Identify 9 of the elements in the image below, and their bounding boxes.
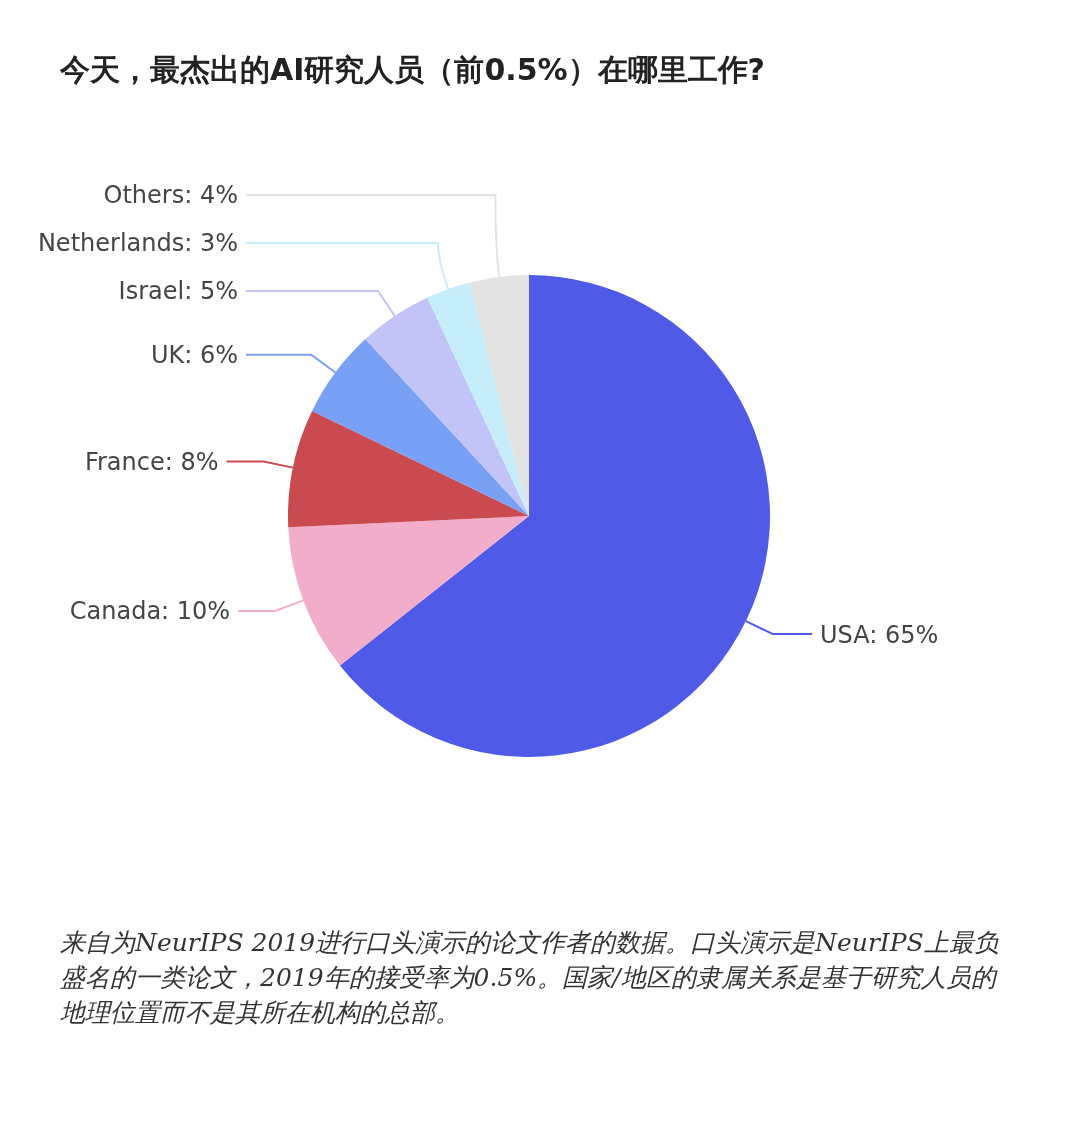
- slice-label: France: 8%: [84, 447, 219, 476]
- slice-label: USA: 65%: [820, 620, 939, 649]
- text: 来自为NeurIPS 2019进行口头演示的论文作者的数据。口头演示是NeurIPS上最负盛名的一类论文，2019年的接受率为0.5%。国家/地区的隶属关系是基于研究人员的地理位置而不是其所在机构的总部。: [60, 927, 1000, 1029]
- slice-label: Netherlands: 3%: [37, 229, 238, 258]
- chart-title: 今天，最杰出的AI研究人员（前0.5%）在哪里工作?: [60, 51, 765, 89]
- slice-label: Israel: 5%: [118, 277, 238, 306]
- slice-label: Canada: 10%: [69, 597, 231, 626]
- slice-label: UK: 6%: [150, 341, 238, 370]
- slice-label: Others: 4%: [103, 181, 238, 210]
